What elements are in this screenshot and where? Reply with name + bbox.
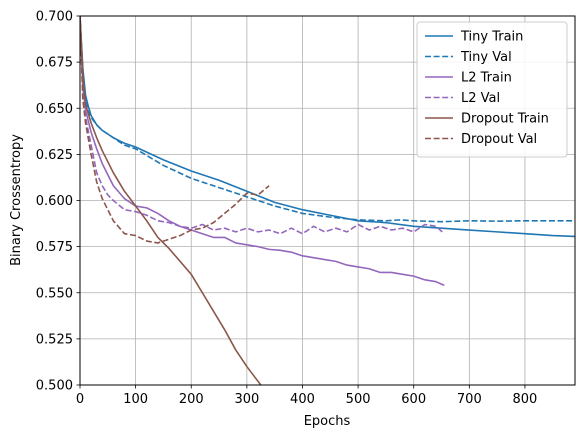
y-tick-label: 0.600 <box>36 194 73 209</box>
legend-box <box>416 21 568 158</box>
x-tick-label: 700 <box>457 392 482 407</box>
y-axis-label: Binary Crossentropy <box>9 134 24 266</box>
legend-label: Tiny Train <box>460 30 523 45</box>
x-tick-label: 300 <box>234 392 259 407</box>
series-line-tiny-val <box>80 16 575 223</box>
legend-label: Dropout Val <box>461 132 537 147</box>
x-tick-label: 600 <box>401 392 426 407</box>
legend: Tiny Train Tiny Val L2 Train L2 Val Dropout … <box>416 21 568 158</box>
y-tick-label: 0.575 <box>36 240 73 255</box>
x-axis-label: Epochs <box>304 414 351 429</box>
y-tick-label: 0.500 <box>36 379 73 394</box>
legend-label: Tiny Val <box>460 50 512 65</box>
x-tick-label: 0 <box>76 392 84 407</box>
y-tick-label: 0.700 <box>36 10 73 25</box>
x-tick-label: 200 <box>179 392 204 407</box>
y-tick-label: 0.550 <box>36 286 73 301</box>
axis-ticks: 0 100 200 300 400 500 600 700 800 0.500 0.525 0.550… <box>36 10 538 408</box>
series-line-l2-train <box>80 16 445 287</box>
legend-label: Dropout Train <box>461 112 549 127</box>
series-line-l2-val <box>80 16 445 235</box>
x-tick-label: 400 <box>290 392 315 407</box>
y-tick-label: 0.675 <box>36 56 73 71</box>
legend-label: L2 Train <box>461 71 512 86</box>
series-line-dropout-train <box>80 16 262 385</box>
y-tick-label: 0.625 <box>36 148 73 163</box>
y-tick-label: 0.525 <box>36 332 73 347</box>
y-tick-label: 0.650 <box>36 102 73 117</box>
x-tick-label: 500 <box>346 392 371 407</box>
x-tick-label: 800 <box>513 392 538 407</box>
series-line-tiny-train <box>80 16 575 238</box>
x-tick-label: 100 <box>123 392 148 407</box>
series-lines <box>80 16 575 385</box>
legend-label: L2 Val <box>461 91 500 106</box>
